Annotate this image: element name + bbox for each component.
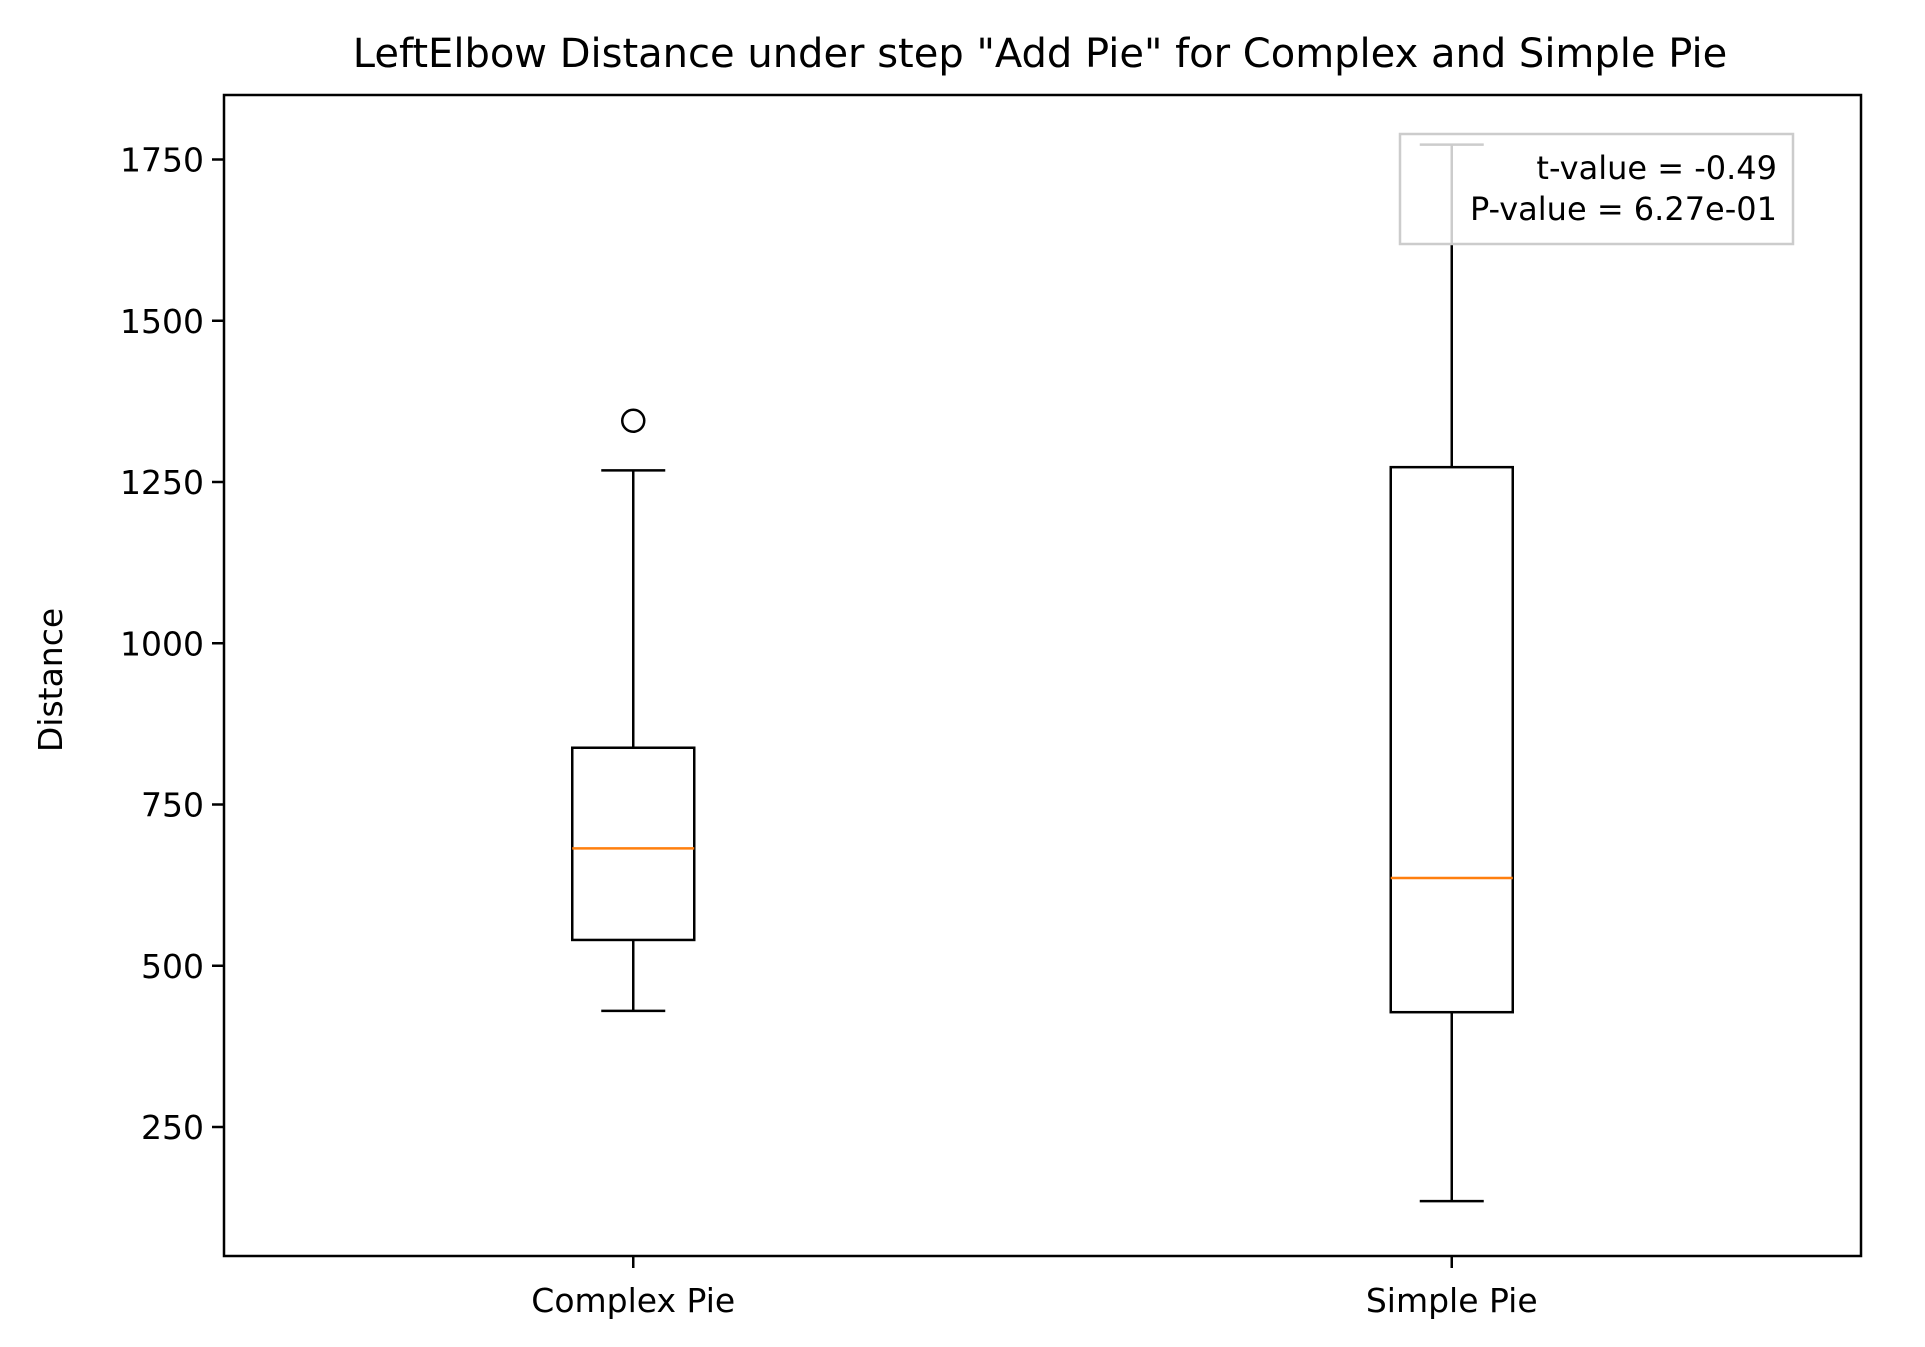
y-tick-label: 750: [141, 786, 204, 825]
y-tick-label: 1250: [120, 463, 204, 502]
y-axis-label: Distance: [31, 608, 70, 752]
box-complex-pie: [571, 408, 696, 1013]
y-tick-label: 250: [141, 1108, 204, 1147]
annotation-t-value: t-value = -0.49: [1536, 149, 1777, 187]
x-tick-label: Simple Pie: [1366, 1281, 1538, 1320]
plot-frame: [222, 93, 1863, 1258]
box-series: [571, 143, 1514, 1203]
annotation-box: [1398, 132, 1795, 246]
plot-area: [222, 93, 1863, 1258]
stats-annotation: t-value = -0.49 P-value = 6.27e-01: [1398, 132, 1795, 246]
y-tick-label: 500: [141, 947, 204, 986]
y-tick-label: 1500: [120, 302, 204, 341]
chart-title: LeftElbow Distance under step "Add Pie" …: [353, 31, 1727, 77]
annotation-p-value: P-value = 6.27e-01: [1470, 190, 1777, 228]
y-tick-label: 1750: [120, 141, 204, 180]
iqr-box: [1389, 465, 1514, 1014]
x-tick-label: Complex Pie: [531, 1281, 735, 1320]
y-axis-ticks: 250 500 750 1000 1250 1500 1750: [120, 141, 224, 1147]
y-tick-label: 1000: [120, 624, 204, 663]
outlier-point: [621, 408, 646, 433]
x-axis-ticks: Complex Pie Simple Pie: [531, 1256, 1538, 1320]
iqr-box: [571, 746, 696, 942]
box-simple-pie: [1389, 143, 1514, 1203]
